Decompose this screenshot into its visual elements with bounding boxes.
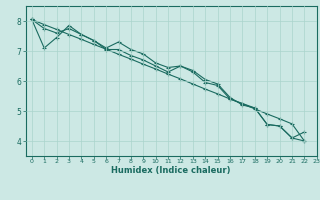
X-axis label: Humidex (Indice chaleur): Humidex (Indice chaleur) xyxy=(111,166,231,175)
